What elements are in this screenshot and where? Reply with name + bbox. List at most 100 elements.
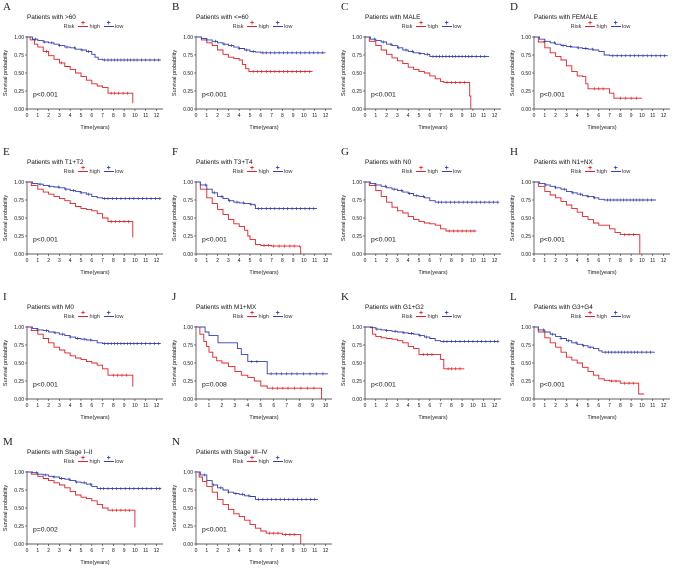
high-plus-marker	[585, 165, 596, 175]
risk-legend: Risk high low	[187, 20, 338, 31]
p-value-label: p<0.001	[540, 382, 565, 389]
x-tick-label: 4	[407, 113, 410, 119]
y-axis-label: Survival probability	[172, 485, 178, 531]
x-tick-label: 0	[533, 258, 536, 264]
x-tick-label: 6	[597, 258, 600, 264]
x-tick-label: 5	[249, 258, 252, 264]
p-value-label: p<0.001	[202, 237, 227, 244]
y-tick-label: 0.75	[352, 343, 362, 349]
x-tick-label: 0	[195, 403, 198, 409]
panel-letter: H	[510, 146, 518, 158]
panel-letter: J	[172, 291, 177, 303]
high-plus-marker	[247, 165, 258, 175]
y-tick-label: 0.75	[14, 343, 24, 349]
legend-low-label: low	[453, 313, 462, 320]
low-plus-marker	[611, 310, 622, 320]
x-tick-label: 12	[661, 113, 667, 119]
y-tick-label: 0.00	[352, 107, 362, 113]
x-tick-label: 12	[323, 258, 329, 264]
x-tick-label: 6	[90, 113, 93, 119]
x-tick-label: 2	[221, 403, 224, 409]
x-tick-label: 2	[47, 258, 50, 264]
x-tick-label: 0	[195, 548, 198, 554]
x-axis-label: Time(years)	[249, 560, 278, 566]
x-tick-label: 3	[233, 403, 236, 409]
y-tick-label: 1.00	[14, 180, 24, 186]
x-tick-label: 11	[481, 258, 486, 264]
survival-plot: 0.000.250.500.751.000 1 2 3 4 5 6 7 8 9 10 11 12Surv…	[341, 325, 501, 421]
legend-low-label: low	[284, 168, 293, 175]
low-censor-marks	[203, 473, 317, 501]
high-censor-marks	[270, 386, 316, 390]
x-tick-label: 0	[533, 113, 536, 119]
x-tick-label: 9	[123, 113, 126, 119]
y-tick-label: 0.50	[183, 361, 193, 367]
x-tick-label: 12	[323, 548, 329, 554]
x-tick-label: 2	[47, 403, 50, 409]
survival-plot: 0.000.250.500.751.000 1 2 3 4 5 6 7 8 9 10 11 12Surv…	[172, 35, 332, 131]
high-censor-marks	[44, 49, 129, 95]
x-tick-label: 9	[123, 548, 126, 554]
x-tick-label: 12	[323, 113, 329, 119]
y-tick-label: 1.00	[521, 35, 531, 41]
panel-title: Patients with MALE	[365, 14, 421, 21]
x-tick-label: 1	[36, 548, 39, 554]
x-tick-label: 6	[259, 113, 262, 119]
y-tick-label: 0.00	[14, 107, 24, 113]
x-axis-label: Time(years)	[418, 125, 447, 131]
x-tick-label: 7	[270, 113, 273, 119]
x-tick-label: 2	[385, 113, 388, 119]
y-tick-label: 0.50	[14, 361, 24, 367]
high-censor-marks	[445, 80, 466, 84]
x-tick-label: 7	[439, 113, 442, 119]
p-value-label: p<0.001	[202, 92, 227, 99]
panel-letter: C	[341, 1, 349, 13]
survival-panel: F Patients with T3+T4 Risk high low 0.00…	[169, 145, 338, 290]
x-tick-label: 0	[26, 403, 29, 409]
x-tick-label: 8	[450, 403, 453, 409]
x-tick-label: 2	[554, 258, 557, 264]
high-censor-marks	[110, 508, 131, 512]
high-plus-marker	[416, 165, 427, 175]
legend-item-low: low	[104, 165, 123, 175]
y-tick-label: 0.50	[352, 361, 362, 367]
x-tick-label: 1	[543, 403, 546, 409]
x-tick-label: 6	[428, 258, 431, 264]
x-tick-label: 0	[195, 113, 198, 119]
y-tick-label: 0.50	[14, 216, 24, 222]
panel-title: Patients with T3+T4	[196, 159, 253, 166]
y-axis-label: Survival probability	[3, 195, 9, 241]
high-curve	[365, 36, 472, 109]
high-censor-marks	[623, 233, 635, 237]
x-tick-label: 0	[26, 258, 29, 264]
x-tick-label: 4	[407, 403, 410, 409]
legend-item-high: high	[78, 20, 100, 30]
x-tick-label: 8	[112, 113, 115, 119]
y-tick-label: 0.50	[183, 506, 193, 512]
x-tick-label: 4	[407, 258, 410, 264]
panel-title: Patients with N1+NX	[534, 159, 593, 166]
high-plus-marker	[585, 310, 596, 320]
legend-title: Risk	[232, 168, 244, 175]
panel-letter: I	[3, 291, 7, 303]
x-tick-label: 4	[238, 548, 241, 554]
high-curve	[365, 181, 477, 232]
high-plus-marker	[78, 165, 89, 175]
legend-item-high: high	[247, 20, 269, 30]
low-censor-marks	[38, 182, 162, 201]
x-tick-label: 2	[385, 258, 388, 264]
x-tick-label: 9	[311, 403, 314, 409]
survival-plot: 0.000.250.500.751.000 1 2 3 4 5 6 7 8 9 10 11 12Surv…	[3, 180, 163, 276]
y-axis-label: Survival probability	[172, 195, 178, 241]
x-tick-label: 1	[374, 113, 377, 119]
legend-low-label: low	[284, 458, 293, 465]
x-tick-label: 9	[630, 403, 633, 409]
x-tick-label: 8	[450, 113, 453, 119]
low-plus-marker	[442, 165, 453, 175]
risk-legend: Risk high low	[356, 20, 507, 31]
low-plus-marker	[611, 165, 622, 175]
y-tick-label: 0.00	[183, 252, 193, 258]
x-tick-label: 2	[554, 113, 557, 119]
legend-title: Risk	[232, 23, 244, 30]
y-tick-label: 0.50	[14, 71, 24, 77]
